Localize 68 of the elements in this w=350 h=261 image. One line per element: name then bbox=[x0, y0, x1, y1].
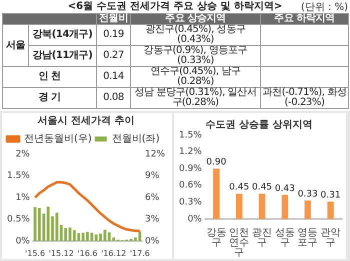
chart-title: 수도권 상승률 상위지역 bbox=[206, 120, 312, 131]
y-tick-label: 0.6% bbox=[178, 180, 202, 191]
y-tick-label: 1.2% bbox=[178, 147, 202, 158]
data-label: 0.45 bbox=[252, 182, 272, 193]
x-tick-label: 영등포구 bbox=[298, 228, 318, 249]
x-tick-label: '16.12 bbox=[101, 249, 126, 258]
data-label: 0.33 bbox=[298, 189, 318, 200]
x-tick-label: 강동구 bbox=[206, 228, 226, 249]
y-tick-label: 0% bbox=[188, 214, 202, 224]
y2-tick-label: 9% bbox=[144, 171, 160, 182]
text: 연수구(0.45%), 남구(0.28%) bbox=[130, 66, 260, 88]
data-label: 0.43 bbox=[274, 184, 295, 194]
x-tick-label: 광진구 bbox=[252, 228, 272, 249]
bar bbox=[282, 194, 288, 219]
text: 주요 상승지역 bbox=[130, 13, 260, 24]
y2-tick-label: 6% bbox=[144, 192, 160, 203]
data-label: 0.90 bbox=[206, 157, 227, 168]
x-tick-label: '16.6 bbox=[77, 249, 98, 258]
y-tick-label: 1.5% bbox=[178, 130, 202, 140]
chart-title: 서울시 전세가격 추이 bbox=[38, 116, 134, 127]
bar bbox=[213, 168, 220, 219]
text: <6월 수도권 전세가격 주요 상승 및 하락지역> bbox=[68, 1, 282, 12]
bar bbox=[103, 230, 106, 241]
text: 광진구(0.45%), 성동구(0.43%) bbox=[130, 24, 260, 46]
text: (단위 : %) bbox=[300, 1, 348, 13]
y-tick-label: 0.5% bbox=[6, 214, 30, 225]
bar bbox=[236, 194, 242, 219]
bar bbox=[46, 206, 50, 241]
x-tick-label: 관악구 bbox=[320, 228, 341, 249]
text: 성남 분당구(0.31%), 일산서구(0.28%) bbox=[130, 87, 260, 108]
bar bbox=[304, 200, 311, 219]
x-tick-label: '17.6 bbox=[130, 249, 150, 258]
bar bbox=[77, 233, 80, 241]
bar bbox=[90, 232, 94, 241]
text: 인 천 bbox=[2, 66, 96, 88]
y-tick-label: 2% bbox=[16, 149, 30, 160]
bar bbox=[72, 230, 76, 241]
y-tick-label: 1.5% bbox=[6, 171, 30, 182]
y2-tick-label: 3% bbox=[144, 214, 160, 225]
y-tick-label: 0% bbox=[16, 236, 30, 246]
data-label: 0.31 bbox=[320, 190, 341, 200]
data-label: 0.45 bbox=[229, 182, 250, 193]
bar bbox=[327, 202, 334, 219]
x-tick-label: 인천 연수구 bbox=[229, 228, 250, 259]
y-tick-label: 1% bbox=[16, 192, 30, 203]
bar bbox=[55, 212, 58, 241]
text: 0.19 bbox=[96, 24, 130, 46]
y2-tick-label: 0% bbox=[144, 236, 160, 246]
y-tick-label: 0.3% bbox=[178, 198, 202, 208]
legend-label: 전월비(좌) bbox=[112, 134, 160, 145]
y2-tick-label: 12% bbox=[144, 149, 166, 160]
text: 0.27 bbox=[96, 46, 130, 66]
text: 강남(11개구) bbox=[28, 46, 96, 66]
text: 0.14 bbox=[96, 66, 130, 88]
text: 과천(-0.71%), 화성(-0.23%) bbox=[260, 87, 348, 108]
text: 0.08 bbox=[96, 88, 130, 108]
text: 강동구(0.9%), 영등포구(0.33%) bbox=[130, 45, 260, 66]
y-tick-label: 0.9% bbox=[178, 164, 202, 174]
text: 강북(14개구) bbox=[28, 24, 96, 46]
x-tick-label: '15.6 bbox=[25, 249, 46, 258]
text: 서울 bbox=[2, 24, 28, 66]
x-tick-label: 성동구 bbox=[274, 228, 295, 249]
text: 전월비 bbox=[96, 13, 130, 24]
bar bbox=[258, 194, 266, 219]
text: 경 기 bbox=[2, 88, 96, 108]
x-tick-label: '15.12 bbox=[48, 249, 74, 258]
legend-label: 전년동월비(우) bbox=[24, 134, 92, 145]
text: 주요 하락지역 bbox=[260, 13, 348, 24]
